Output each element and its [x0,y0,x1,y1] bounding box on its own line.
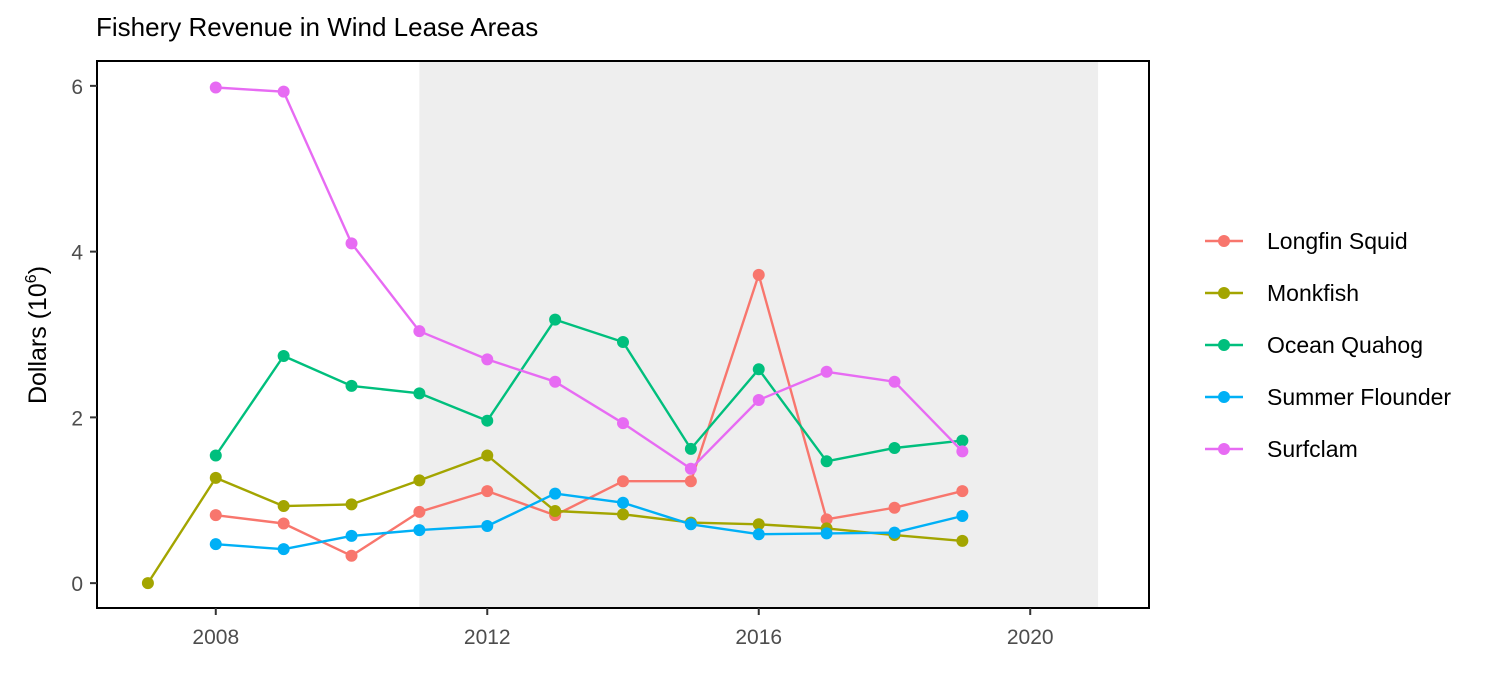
data-point-surfclam [345,237,358,250]
data-point-monkfish [752,518,765,531]
data-point-monkfish [481,449,494,462]
data-point-monkfish [413,474,426,487]
data-point-monkfish [141,577,154,590]
data-point-summer-flounder [209,538,222,551]
data-point-monkfish [345,498,358,511]
data-point-ocean-quahog [956,434,969,447]
data-point-longfin-squid [209,509,222,522]
legend-item-monkfish: Monkfish [1205,280,1359,306]
x-tick-label: 2012 [464,626,511,649]
data-point-longfin-squid [277,517,290,530]
legend-key-point [1218,339,1230,351]
x-tick-label: 2020 [1007,626,1054,649]
data-point-surfclam [956,445,969,458]
plot-panel [97,61,1149,608]
legend-item-ocean-quahog: Ocean Quahog [1205,332,1423,358]
data-point-surfclam [549,375,562,388]
data-point-longfin-squid [956,485,969,498]
data-point-longfin-squid [752,268,765,281]
data-point-surfclam [684,462,697,475]
data-point-longfin-squid [617,475,629,488]
data-point-summer-flounder [617,496,629,509]
data-point-ocean-quahog [752,363,765,376]
data-point-surfclam [617,417,629,430]
legend-label: Longfin Squid [1267,228,1408,254]
data-point-longfin-squid [888,501,901,514]
legend-label: Ocean Quahog [1267,332,1423,358]
chart-title: Fishery Revenue in Wind Lease Areas [96,12,538,42]
data-point-surfclam [481,353,494,366]
y-tick-label: 0 [71,573,83,596]
legend-key-point [1218,443,1230,455]
data-point-summer-flounder [752,528,765,541]
legend-key-point [1218,235,1230,247]
data-point-summer-flounder [345,529,358,542]
data-point-ocean-quahog [549,313,562,326]
data-point-monkfish [956,534,969,547]
y-tick-label: 6 [71,76,83,99]
data-point-summer-flounder [956,510,969,523]
series-line-summer-flounder [215,492,963,551]
data-point-summer-flounder [888,526,901,539]
series-line-surfclam [215,86,964,470]
legend-key-point [1218,391,1230,403]
data-point-longfin-squid [481,485,494,498]
data-point-monkfish [277,500,290,513]
plot-border [96,60,1150,609]
data-point-surfclam [752,393,765,406]
data-point-ocean-quahog [888,442,901,455]
data-point-monkfish [617,508,629,521]
legend-item-surfclam: Surfclam [1205,436,1358,462]
data-point-summer-flounder [820,527,833,540]
legend-item-summer-flounder: Summer Flounder [1205,384,1451,410]
data-point-longfin-squid [684,475,697,488]
y-axis: 0 2 4 6 [71,76,97,596]
data-point-longfin-squid [820,513,833,526]
data-point-surfclam [888,375,901,388]
legend-label: Summer Flounder [1267,384,1451,410]
data-point-surfclam [413,325,426,338]
data-point-surfclam [209,81,222,94]
x-tick-label: 2016 [735,626,782,649]
series-layer [141,81,969,590]
data-point-monkfish [549,505,562,518]
data-point-ocean-quahog [209,449,222,462]
x-tick-label: 2008 [192,626,239,649]
legend-key-point [1218,287,1230,299]
y-axis-title-superscript: 6 [23,274,40,283]
legend-item-longfin-squid: Longfin Squid [1205,228,1408,254]
data-point-ocean-quahog [684,442,697,455]
y-tick-label: 2 [71,407,83,430]
data-point-summer-flounder [277,543,290,556]
legend: Longfin Squid Monkfish Ocean Quahog Summer … [1205,228,1451,462]
data-point-ocean-quahog [481,414,494,427]
data-point-longfin-squid [413,505,426,518]
data-point-summer-flounder [413,524,426,537]
data-point-ocean-quahog [277,350,290,363]
series-line-ocean-quahog [214,318,963,463]
data-point-ocean-quahog [820,455,833,468]
data-point-ocean-quahog [617,335,629,348]
series-summer-flounder [209,487,969,556]
data-point-summer-flounder [481,519,494,532]
data-point-ocean-quahog [413,387,426,400]
legend-label: Monkfish [1267,280,1359,306]
data-point-ocean-quahog [345,379,358,392]
x-axis: 2008 2012 2016 2020 [192,608,1054,649]
data-point-summer-flounder [549,487,562,500]
data-point-surfclam [277,85,290,98]
data-point-longfin-squid [345,549,358,562]
legend-label: Surfclam [1267,436,1358,462]
y-tick-label: 4 [71,242,83,265]
data-point-surfclam [820,365,833,378]
data-point-summer-flounder [684,518,697,531]
y-axis-title: Dollars (106) [23,266,52,404]
series-ocean-quahog [209,313,969,468]
series-surfclam [209,81,969,475]
shaded-region [419,61,1099,608]
data-point-monkfish [209,471,222,484]
